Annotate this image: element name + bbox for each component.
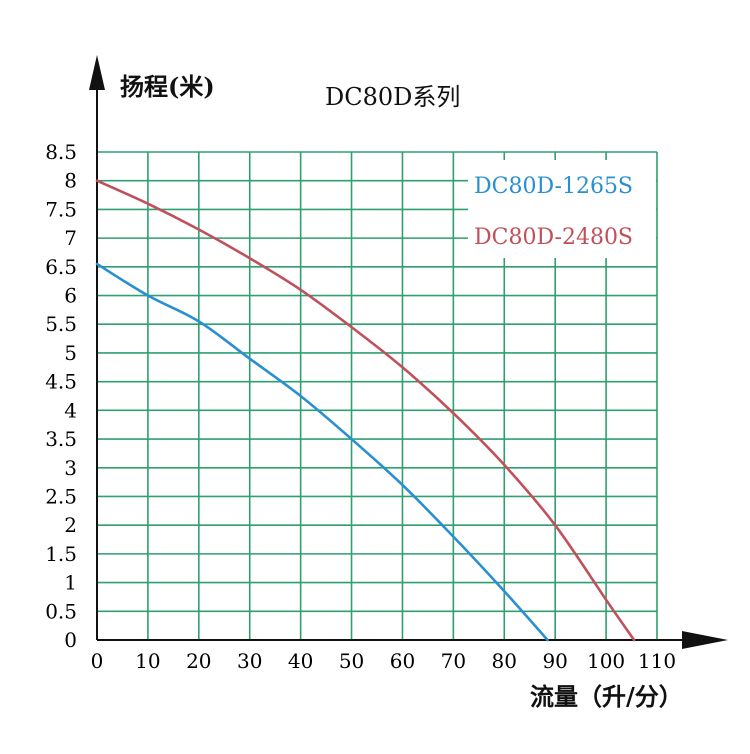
x-axis-arrow [682, 631, 728, 649]
y-tick-label: 7.5 [45, 197, 77, 221]
y-tick-label: 4.5 [45, 370, 77, 394]
legend-entry-dc80d-2480s: DC80D-2480S [474, 225, 633, 250]
x-tick-label: 80 [492, 649, 517, 673]
y-tick-label: 8.5 [45, 140, 77, 164]
y-tick-label: 2.5 [45, 484, 77, 508]
x-tick-label: 10 [135, 649, 160, 673]
x-tick-label: 30 [237, 649, 262, 673]
y-tick-label: 8 [64, 169, 77, 193]
y-axis-arrow [89, 55, 105, 90]
y-tick-label: 0 [64, 628, 77, 652]
y-tick-label: 5.5 [45, 312, 77, 336]
axis-layer [89, 55, 728, 649]
x-tick-label: 50 [339, 649, 364, 673]
series-line-dc80d-1265s [95, 262, 549, 642]
chart-title: DC80D系列 [325, 83, 460, 111]
y-tick-label: 2 [64, 513, 77, 537]
legend: DC80D-1265S DC80D-2480S [468, 160, 656, 258]
legend-background [468, 160, 656, 258]
y-tick-label: 1 [64, 571, 77, 595]
y-tick-label: 7 [64, 226, 77, 250]
x-tick-label: 70 [441, 649, 466, 673]
y-tick-label: 5 [64, 341, 77, 365]
y-tick-label: 6 [64, 284, 77, 308]
x-tick-label: 60 [390, 649, 415, 673]
x-tick-label: 100 [587, 649, 625, 673]
x-tick-label: 90 [542, 649, 567, 673]
x-tick-label: 40 [288, 649, 313, 673]
y-tick-label: 4 [64, 398, 77, 422]
y-tick-label: 3.5 [45, 427, 77, 451]
y-tick-label: 3 [64, 456, 77, 480]
legend-entry-dc80d-1265s: DC80D-1265S [474, 174, 633, 199]
x-tick-label: 110 [638, 649, 676, 673]
series-layer [95, 179, 636, 642]
x-axis-title: 流量（升/分） [530, 682, 683, 711]
series-line-dc80d-2480s [95, 179, 636, 642]
tick-label-layer: 0 0.5 1 1.5 2 2.5 3 3.5 4 4.5 5 5.5 6 6.5 7 7.5 8 8.5 0 10 2… [45, 140, 676, 673]
y-tick-label: 1.5 [45, 542, 77, 566]
y-tick-label: 0.5 [45, 599, 77, 623]
y-tick-label: 6.5 [45, 255, 77, 279]
x-tick-label: 0 [91, 649, 104, 673]
x-tick-label: 20 [186, 649, 211, 673]
y-axis-title: 扬程(米) [120, 72, 215, 101]
